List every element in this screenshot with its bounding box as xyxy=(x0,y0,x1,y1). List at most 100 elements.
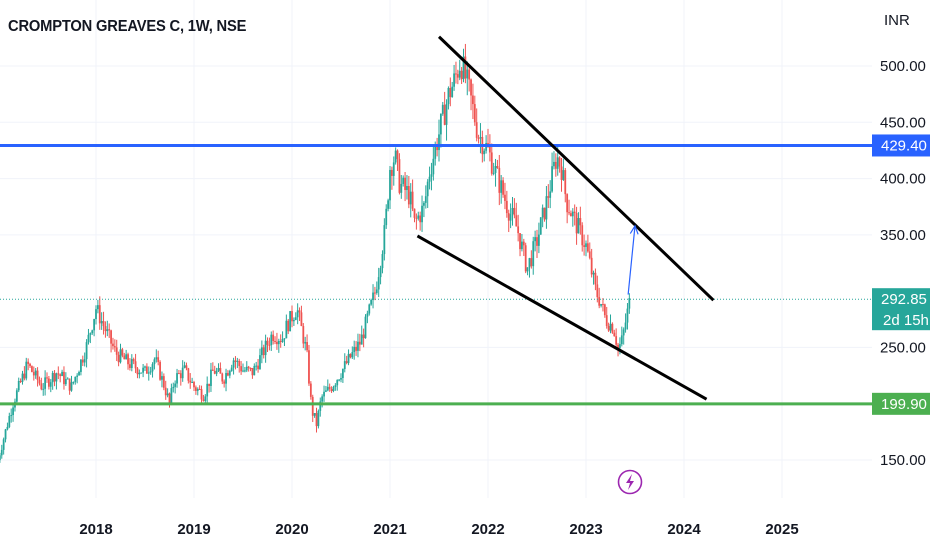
candle-body xyxy=(187,368,190,381)
candle-body xyxy=(592,272,595,275)
currency-label: INR xyxy=(884,12,910,29)
candle-body xyxy=(66,378,69,380)
candle-body xyxy=(562,170,565,180)
candle-body xyxy=(355,346,357,351)
candle-body xyxy=(466,69,469,79)
candle-body xyxy=(390,169,393,176)
axes: 500.00 450.00 400.00 350.00 250.00 150.00 2018… xyxy=(79,58,930,538)
candle-body xyxy=(4,429,7,440)
candle-body xyxy=(551,166,553,192)
candle-body xyxy=(123,355,126,360)
candle-body xyxy=(93,319,96,331)
candle-body xyxy=(490,152,493,174)
candle-body xyxy=(579,218,582,226)
candle-body xyxy=(155,357,158,360)
candle-body xyxy=(423,202,425,206)
candle-body xyxy=(38,379,41,384)
candle-body xyxy=(507,213,510,221)
candle-body xyxy=(436,145,439,151)
candle-body xyxy=(581,225,584,246)
candle-body xyxy=(556,157,559,169)
candle-body xyxy=(178,373,180,375)
candle-body xyxy=(138,372,141,375)
candle-body xyxy=(162,376,165,388)
candle-body xyxy=(453,73,455,87)
candle-body xyxy=(603,304,606,316)
candle-body xyxy=(215,370,218,374)
candle-body xyxy=(434,145,437,159)
candle-body xyxy=(404,177,406,191)
candle-body xyxy=(110,330,112,344)
candle-body xyxy=(377,277,380,290)
candle-body xyxy=(127,354,129,365)
candle-body xyxy=(460,70,463,80)
candle-body xyxy=(439,113,442,135)
candle-body xyxy=(228,370,231,376)
candle-body xyxy=(68,378,71,391)
candle-body xyxy=(428,176,431,182)
candle-body xyxy=(624,322,627,330)
projection-arrow xyxy=(627,225,636,295)
candle-body xyxy=(191,382,194,384)
candle-body xyxy=(274,341,276,343)
candle-body xyxy=(343,361,346,370)
candle-body xyxy=(357,341,359,351)
x-tick-label: 2021 xyxy=(373,521,406,538)
candle-body xyxy=(571,211,574,217)
grid xyxy=(0,0,872,498)
candle-body xyxy=(117,354,120,363)
candle-body xyxy=(266,340,269,345)
candle-body xyxy=(144,366,146,368)
candle-body xyxy=(364,316,367,339)
candle-body xyxy=(240,366,243,372)
candle-body xyxy=(539,217,542,235)
candle-body xyxy=(586,243,589,252)
candle-body xyxy=(15,390,18,402)
candle-body xyxy=(560,166,563,180)
candle-body xyxy=(515,215,518,227)
candle-body xyxy=(417,215,420,219)
candle-body xyxy=(611,323,614,333)
candle-body xyxy=(211,369,214,371)
candle-body xyxy=(296,310,299,318)
candle-body xyxy=(315,413,318,427)
candle-body xyxy=(426,181,429,197)
candle-body xyxy=(247,366,250,368)
candle-body xyxy=(438,134,440,151)
projection-arrow-head xyxy=(629,224,639,235)
candle-body xyxy=(421,205,423,223)
candle-body xyxy=(375,289,378,293)
candle-body xyxy=(17,380,20,391)
drawings xyxy=(0,35,872,495)
candle-body xyxy=(279,340,282,342)
candle-body xyxy=(340,378,342,380)
candle-body xyxy=(477,137,480,139)
candle-body xyxy=(458,70,461,78)
candle-body xyxy=(170,388,173,403)
candle-body xyxy=(230,367,233,371)
candle-body xyxy=(409,191,412,205)
y-tick-label: 400.00 xyxy=(880,171,926,188)
candle-body xyxy=(6,426,9,430)
candle-body xyxy=(49,382,52,387)
candle-body xyxy=(129,364,131,368)
candle-body xyxy=(147,372,150,374)
candle-body xyxy=(619,344,621,349)
candle-body xyxy=(168,393,171,403)
candle-body xyxy=(277,340,280,345)
candle-body xyxy=(498,167,501,193)
candle-body xyxy=(217,368,220,371)
candle-body xyxy=(134,361,137,369)
candle-body xyxy=(12,407,14,416)
candle-body xyxy=(483,150,486,155)
candle-body xyxy=(325,390,327,392)
candle-body xyxy=(91,330,94,334)
candle-body xyxy=(441,104,444,114)
candle-body xyxy=(19,380,22,382)
lower-trendline xyxy=(416,234,708,401)
candle-body xyxy=(345,361,348,364)
candle-body xyxy=(153,359,156,365)
upper-trendline xyxy=(437,35,715,302)
